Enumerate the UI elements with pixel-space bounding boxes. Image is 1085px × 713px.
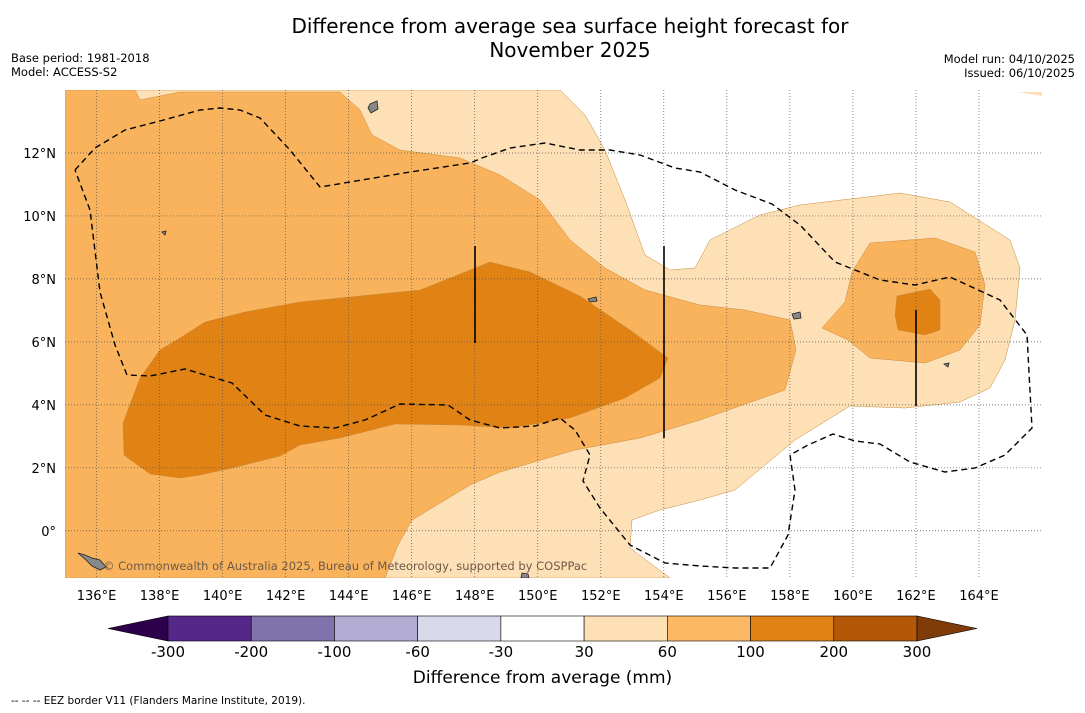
lon-tick-label: 140°E: [203, 589, 243, 604]
lat-tick-label: 8°N: [32, 273, 57, 288]
lon-tick-label: 146°E: [392, 589, 432, 604]
lat-tick-label: 10°N: [23, 210, 56, 225]
model-name: Model: ACCESS-S2: [11, 65, 118, 79]
island-shape: [77, 552, 107, 571]
colorbar-tick-label: 100: [736, 643, 765, 661]
colorbar: [107, 615, 978, 642]
lat-tick-label: 12°N: [23, 147, 56, 162]
island-shape: [587, 296, 598, 303]
colorbar-segment: [500, 615, 585, 642]
eez-footnote: -- -- -- EEZ border V11 (Flanders Marine…: [11, 695, 306, 707]
lat-tick-label: 2°N: [32, 462, 57, 477]
lon-tick-label: 158°E: [770, 589, 810, 604]
lon-tick-label: 152°E: [581, 589, 621, 604]
colorbar-extend-low: [107, 615, 169, 642]
contour-100-200-east: [894, 288, 941, 336]
colorbar-segment: [250, 615, 335, 642]
gridlines: [65, 90, 1042, 578]
title-line-2: November 2025: [489, 38, 651, 62]
lon-tick-label: 160°E: [833, 589, 873, 604]
colorbar-segment: [667, 615, 751, 642]
lat-tick-label: 0°: [41, 525, 56, 540]
longitude-labels: 136°E 138°E 140°E 142°E 144°E 146°E 148°E 150°E…: [77, 589, 999, 604]
lon-tick-label: 150°E: [518, 589, 558, 604]
chart-title: Difference from average sea surface heig…: [0, 14, 1085, 62]
meta-right: Model run: 04/10/2025 Issued: 06/10/2025: [944, 52, 1075, 80]
lat-tick-label: 6°N: [32, 336, 57, 351]
colorbar-tick-label: -30: [488, 643, 514, 661]
title-line-1: Difference from average sea surface heig…: [291, 14, 849, 38]
issued-date: Issued: 06/10/2025: [964, 66, 1075, 80]
lon-tick-label: 136°E: [77, 589, 117, 604]
island-shape: [367, 100, 379, 114]
colorbar-tick-label: -100: [317, 643, 352, 661]
contour-30-60-patch: [1018, 92, 1042, 96]
base-period: Base period: 1981-2018: [11, 51, 150, 65]
colorbar-segment: [833, 615, 918, 642]
map-area: © Commonwealth of Australia 2025, Bureau…: [65, 90, 1042, 578]
lon-tick-label: 138°E: [140, 589, 180, 604]
colorbar-tick-label: 30: [574, 643, 594, 661]
lat-tick-label: 4°N: [32, 399, 57, 414]
colorbar-extend-high: [916, 615, 978, 642]
island-shape: [520, 572, 530, 578]
colorbar-segment: [334, 615, 418, 642]
colorbar-tick-label: -200: [234, 643, 269, 661]
island-shape: [161, 230, 167, 236]
island-shape: [791, 311, 802, 320]
model-run: Model run: 04/10/2025: [943, 52, 1075, 66]
lon-tick-label: 156°E: [707, 589, 747, 604]
colorbar-tick-label: 200: [819, 643, 849, 661]
colorbar-tick-label: 300: [902, 643, 932, 661]
meta-left: Base period: 1981-2018 Model: ACCESS-S2: [11, 51, 150, 79]
lon-tick-label: 142°E: [266, 589, 306, 604]
lon-tick-label: 162°E: [896, 589, 936, 604]
lon-tick-label: 148°E: [455, 589, 495, 604]
islands: [77, 100, 950, 578]
colorbar-title: Difference from average (mm): [412, 668, 673, 688]
lon-tick-label: 154°E: [644, 589, 684, 604]
colorbar-tick-label: 60: [657, 643, 677, 661]
colorbar-segment: [417, 615, 502, 642]
latitude-labels: 12°N 10°N 8°N 6°N 4°N 2°N 0°: [23, 147, 56, 540]
colorbar-segment: [750, 615, 835, 642]
island-shape: [943, 362, 950, 368]
lon-tick-label: 144°E: [329, 589, 369, 604]
colorbar-tick-label: -60: [405, 643, 430, 661]
colorbar-segment: [167, 615, 252, 642]
colorbar-tick-label: -300: [150, 643, 186, 661]
copyright-watermark: © Commonwealth of Australia 2025, Bureau…: [103, 559, 587, 573]
colorbar-segment: [583, 615, 668, 642]
lon-tick-label: 164°E: [959, 589, 999, 604]
